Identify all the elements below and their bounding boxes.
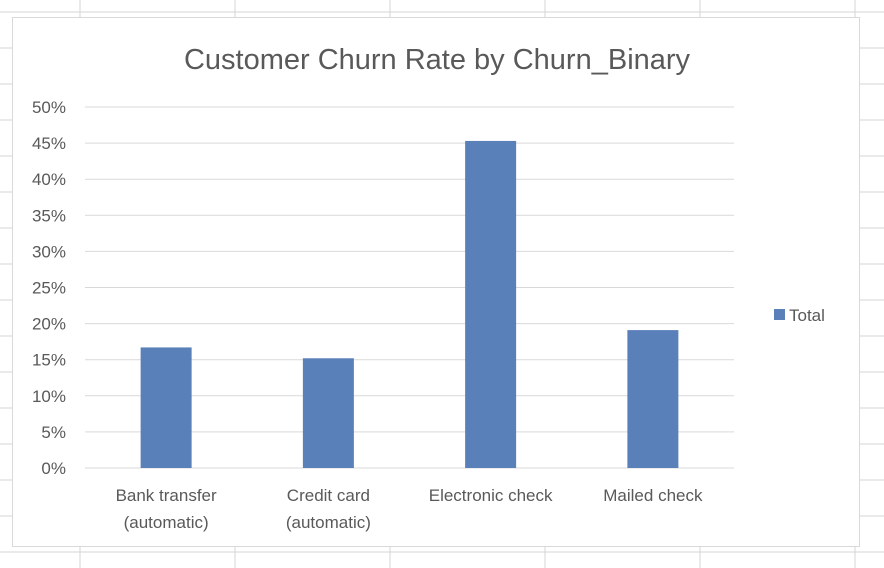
- y-tick-label: 40%: [32, 170, 66, 189]
- x-category-label: Credit card: [287, 486, 370, 505]
- y-tick-label: 5%: [41, 423, 66, 442]
- bars: [140, 140, 679, 468]
- y-axis-tick-labels: 0% 5% 10% 15% 20% 25% 30% 35% 40% 45% 50%: [32, 98, 66, 478]
- x-category-label: Electronic check: [429, 486, 553, 505]
- bar[interactable]: [140, 347, 192, 468]
- legend: Total: [774, 306, 825, 325]
- bar[interactable]: [302, 358, 354, 468]
- x-category-label: (automatic): [286, 513, 371, 532]
- legend-swatch: [774, 309, 785, 320]
- y-tick-label: 15%: [32, 351, 66, 370]
- y-tick-label: 30%: [32, 242, 66, 261]
- y-tick-label: 0%: [41, 459, 66, 478]
- y-tick-label: 35%: [32, 206, 66, 225]
- bar[interactable]: [465, 140, 517, 468]
- bar[interactable]: [627, 330, 679, 468]
- x-axis-category-labels: Bank transfer (automatic) Credit card (auto…: [116, 486, 703, 532]
- y-tick-label: 20%: [32, 315, 66, 334]
- y-tick-label: 10%: [32, 387, 66, 406]
- y-tick-label: 45%: [32, 134, 66, 153]
- y-tick-label: 50%: [32, 98, 66, 117]
- x-category-label: Mailed check: [603, 486, 703, 505]
- x-category-label: (automatic): [124, 513, 209, 532]
- chart-title: Customer Churn Rate by Churn_Binary: [184, 44, 691, 76]
- x-category-label: Bank transfer: [116, 486, 217, 505]
- legend-label: Total: [789, 306, 825, 325]
- gridlines: [85, 106, 734, 469]
- y-tick-label: 25%: [32, 279, 66, 298]
